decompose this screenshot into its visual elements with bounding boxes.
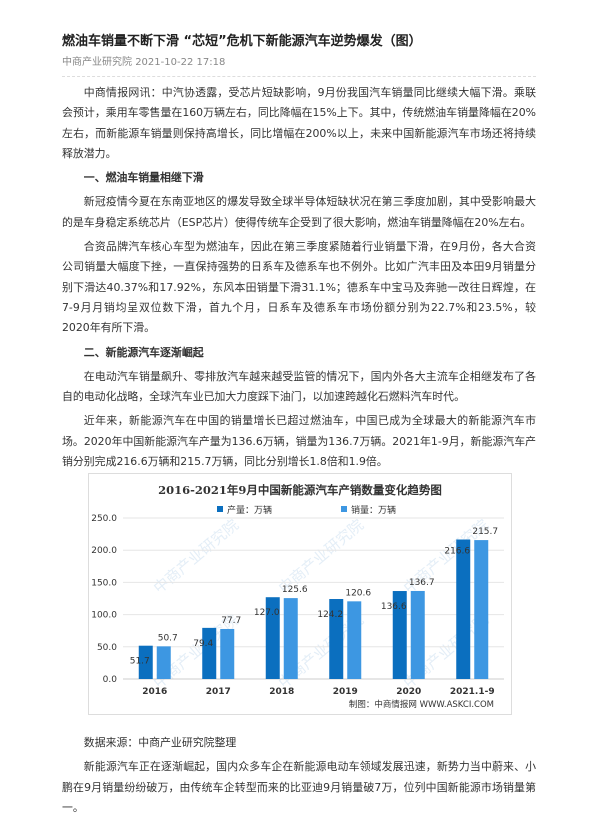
bar-production [392, 591, 407, 679]
y-tick-label: 50.0 [97, 643, 117, 653]
data-label: 77.7 [221, 616, 241, 626]
paragraph: 中商情报网讯：中汽协透露，受芯片短缺影响，9月份我国汽车销量同比继续大幅下滑。乘… [62, 86, 536, 160]
chart-credit: 制图：中商情报网 WWW.ASKCI.COM [349, 699, 494, 710]
article-datetime: 2021-10-22 17:18 [135, 57, 226, 68]
section-heading: 二、新能源汽车逐渐崛起 [83, 345, 204, 359]
data-label: 124.2 [317, 610, 343, 620]
y-tick-label: 200.0 [91, 546, 117, 556]
x-tick-label: 2019 [333, 687, 358, 697]
bar-production [202, 627, 217, 679]
legend-swatch [217, 506, 223, 512]
article-meta: 中商产业研究院 2021-10-22 17:18 [62, 55, 536, 71]
x-tick-label: 2021.1-9 [450, 687, 495, 697]
data-label: 51.7 [130, 657, 150, 667]
paragraph: 合资品牌汽车核心车型为燃油车，因此在第三季度紧随着行业销量下滑，在9月份，各大合… [62, 240, 536, 335]
bar-production [329, 599, 344, 679]
bar-sales [220, 628, 235, 679]
chart-title: 2016-2021年9月中国新能源汽车产销数量变化趋势图 [158, 483, 442, 497]
paragraph: 近年来，新能源汽车在中国的销量增长已超过燃油车，中国已成为全球最大的新能源汽车市… [62, 414, 536, 469]
x-tick-label: 2020 [396, 687, 421, 697]
y-tick-label: 0.0 [103, 675, 118, 685]
legend-label: 产量：万辆 [227, 504, 272, 516]
paragraph: 新能源汽车正在逐渐崛起，国内众多车企在新能源电动车领域发展迅速，新势力当中蔚来、… [62, 760, 536, 814]
section-heading: 一、燃油车销量相继下滑 [83, 171, 204, 185]
divider [62, 76, 536, 77]
chart-figure: 中商产业研究院 中商产业研究院 中商产业研究院 中商产业研究院 中商产业研究院 中商产业研… [88, 473, 512, 715]
bar-sales [347, 601, 362, 679]
bar-production [138, 645, 153, 679]
data-label: 127.0 [254, 608, 280, 618]
data-source-caption: 数据来源：中商产业研究院整理 [83, 736, 237, 749]
bar-sales [410, 590, 425, 679]
y-tick-label: 100.0 [91, 611, 117, 621]
article-title: 燃油车销量不断下滑 “芯短”危机下新能源汽车逆势爆发（图） [62, 34, 422, 49]
bar-sales [283, 598, 298, 679]
data-label: 136.6 [381, 602, 407, 612]
paragraph: 在电动汽车销量飙升、零排放汽车越来越受监管的情况下，国内外各大主流车企相继发布了… [62, 369, 536, 404]
bar-production [265, 597, 280, 679]
data-label: 136.7 [409, 578, 435, 588]
bar-chart: 中商产业研究院中商产业研究院中商产业研究院中商产业研究院中商产业研究院中商产业研… [91, 483, 504, 710]
y-tick-label: 250.0 [91, 514, 117, 524]
bar-production [456, 539, 471, 679]
data-label: 125.6 [282, 585, 308, 595]
data-label: 79.4 [193, 639, 213, 649]
x-tick-label: 2017 [206, 687, 231, 697]
legend-swatch [341, 506, 347, 512]
x-tick-label: 2016 [142, 687, 167, 697]
article: 燃油车销量不断下滑 “芯短”危机下新能源汽车逆势爆发（图） 中商产业研究院 20… [62, 32, 536, 472]
article-source[interactable]: 中商产业研究院 [62, 57, 132, 68]
data-label: 120.6 [345, 588, 371, 598]
watermark: 中商产业研究院 [150, 516, 242, 597]
legend-label: 销量：万辆 [351, 504, 396, 516]
data-label: 215.7 [472, 527, 498, 537]
x-tick-label: 2018 [269, 687, 294, 697]
y-tick-label: 150.0 [91, 578, 117, 588]
data-label: 216.6 [444, 547, 470, 557]
data-label: 50.7 [158, 633, 178, 643]
bar-sales [474, 540, 489, 679]
paragraph: 新冠疫情今夏在东南亚地区的爆发导致全球半导体短缺状况在第三季度加剧，其中受影响最… [62, 195, 536, 229]
bar-sales [156, 646, 171, 679]
